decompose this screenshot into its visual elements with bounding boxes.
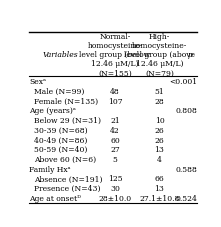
Text: 0.588: 0.588 <box>175 165 197 173</box>
Text: 30-39 (N=68): 30-39 (N=68) <box>34 126 88 134</box>
Text: Female (N=135): Female (N=135) <box>34 97 99 105</box>
Text: 50-59 (N=40): 50-59 (N=40) <box>34 146 88 154</box>
Text: Above 60 (N=6): Above 60 (N=6) <box>34 155 97 163</box>
Text: Below 29 (N=31): Below 29 (N=31) <box>34 117 101 125</box>
Text: Age (years)ᵃ: Age (years)ᵃ <box>29 107 76 115</box>
Text: p: p <box>188 51 193 59</box>
Text: 28: 28 <box>155 97 164 105</box>
Text: 27: 27 <box>110 146 120 154</box>
Text: 4: 4 <box>157 155 162 163</box>
Text: 66: 66 <box>155 175 164 183</box>
Text: 5: 5 <box>112 155 117 163</box>
Text: Normal-
homocysteine-
level group (below
12.46 μM/L)
(N=155): Normal- homocysteine- level group (below… <box>79 32 151 77</box>
Text: 0.524: 0.524 <box>175 194 197 202</box>
Text: 13: 13 <box>154 184 164 192</box>
Text: 26: 26 <box>155 126 164 134</box>
Text: 21: 21 <box>110 117 120 125</box>
Text: 42: 42 <box>110 126 120 134</box>
Text: 125: 125 <box>108 175 122 183</box>
Text: 48: 48 <box>110 88 120 96</box>
Text: 60: 60 <box>110 136 120 144</box>
Text: 30: 30 <box>110 184 120 192</box>
Text: Age at onsetᴰ: Age at onsetᴰ <box>29 194 81 202</box>
Text: Family Hxᵃ: Family Hxᵃ <box>29 165 71 173</box>
Text: 40-49 (N=86): 40-49 (N=86) <box>34 136 88 144</box>
Text: <0.001: <0.001 <box>169 78 197 86</box>
Text: Variables: Variables <box>42 51 78 59</box>
Text: 0.808: 0.808 <box>175 107 197 115</box>
Text: 10: 10 <box>155 117 164 125</box>
Text: 13: 13 <box>154 146 164 154</box>
Text: Sexᵃ: Sexᵃ <box>29 78 46 86</box>
Text: Presence (N=43): Presence (N=43) <box>34 184 101 192</box>
Text: Male (N=99): Male (N=99) <box>34 88 85 96</box>
Text: 51: 51 <box>155 88 164 96</box>
Text: Absence (N=191): Absence (N=191) <box>34 175 103 183</box>
Text: High-
homocysteine-
level group (above
12.46 μM/L)
(N=79): High- homocysteine- level group (above 1… <box>124 32 195 77</box>
Text: 28±10.0: 28±10.0 <box>98 194 131 202</box>
Text: 107: 107 <box>108 97 122 105</box>
Text: 27.1±10.8: 27.1±10.8 <box>139 194 180 202</box>
Text: 26: 26 <box>155 136 164 144</box>
